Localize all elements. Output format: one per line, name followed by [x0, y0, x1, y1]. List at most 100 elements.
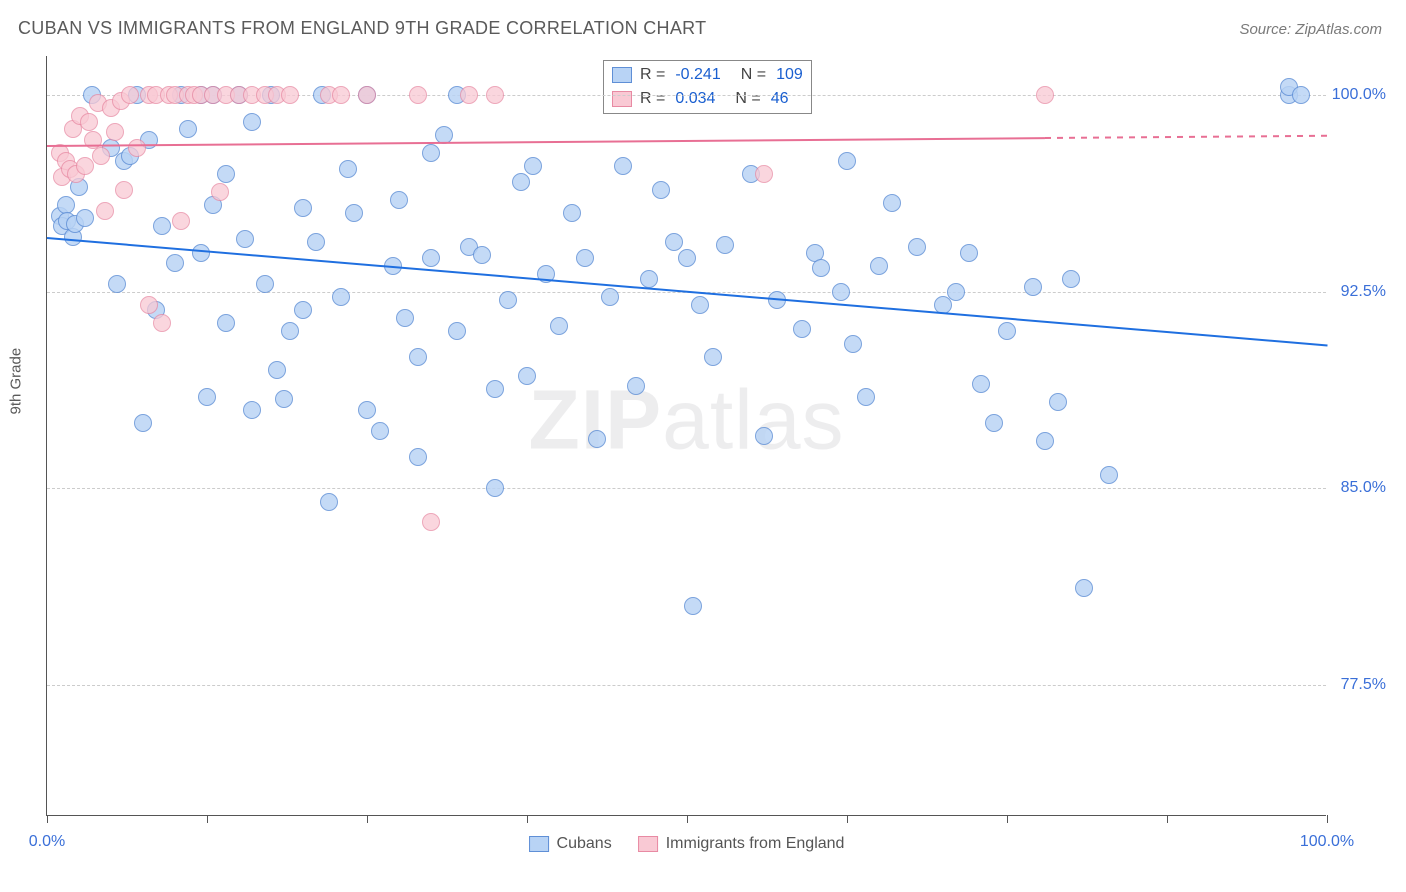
watermark-suffix: atlas — [662, 373, 844, 467]
data-point — [371, 422, 389, 440]
n-label: N = — [735, 87, 760, 111]
data-point — [236, 230, 254, 248]
data-point — [755, 165, 773, 183]
x-tick — [687, 815, 688, 823]
data-point — [108, 275, 126, 293]
data-point — [576, 249, 594, 267]
data-point — [1049, 393, 1067, 411]
legend-label: Immigrants from England — [666, 835, 845, 853]
data-point — [518, 367, 536, 385]
data-point — [486, 380, 504, 398]
data-point — [972, 375, 990, 393]
data-point — [96, 202, 114, 220]
data-point — [76, 209, 94, 227]
data-point — [678, 249, 696, 267]
data-point — [1024, 278, 1042, 296]
chart-title: CUBAN VS IMMIGRANTS FROM ENGLAND 9TH GRA… — [18, 18, 706, 39]
data-point — [172, 212, 190, 230]
data-point — [92, 147, 110, 165]
data-point — [1036, 432, 1054, 450]
data-point — [716, 236, 734, 254]
data-point — [307, 233, 325, 251]
data-point — [563, 204, 581, 222]
data-point — [838, 152, 856, 170]
grid-line — [47, 488, 1326, 489]
n-value: 109 — [776, 63, 803, 87]
legend-swatch — [612, 91, 632, 107]
legend-swatch — [638, 836, 658, 852]
data-point — [793, 320, 811, 338]
data-point — [153, 217, 171, 235]
trend-line — [47, 137, 1045, 147]
data-point — [243, 113, 261, 131]
data-point — [1036, 86, 1054, 104]
data-point — [166, 254, 184, 272]
data-point — [320, 493, 338, 511]
data-point — [390, 191, 408, 209]
data-point — [339, 160, 357, 178]
data-point — [960, 244, 978, 262]
data-point — [153, 314, 171, 332]
data-point — [422, 144, 440, 162]
data-point — [844, 335, 862, 353]
x-tick — [207, 815, 208, 823]
data-point — [486, 86, 504, 104]
data-point — [268, 361, 286, 379]
data-point — [1062, 270, 1080, 288]
data-point — [883, 194, 901, 212]
legend-series: Cubans Immigrants from England — [529, 835, 845, 853]
data-point — [409, 348, 427, 366]
legend-item: Cubans — [529, 835, 612, 853]
x-tick — [1327, 815, 1328, 823]
data-point — [422, 249, 440, 267]
data-point — [275, 390, 293, 408]
data-point — [192, 244, 210, 262]
data-point — [985, 414, 1003, 432]
data-point — [217, 165, 235, 183]
data-point — [460, 86, 478, 104]
y-axis-title: 9th Grade — [8, 348, 25, 415]
data-point — [409, 86, 427, 104]
data-point — [499, 291, 517, 309]
legend-row: R = -0.241 N = 109 — [612, 63, 803, 87]
data-point — [755, 427, 773, 445]
data-point — [358, 86, 376, 104]
chart-area: 9th Grade ZIPatlas R =-0.241N =109R =0.0… — [46, 56, 1386, 816]
data-point — [473, 246, 491, 264]
data-point — [396, 309, 414, 327]
data-point — [76, 157, 94, 175]
data-point — [115, 181, 133, 199]
data-point — [640, 270, 658, 288]
data-point — [524, 157, 542, 175]
x-tick — [1167, 815, 1168, 823]
data-point — [512, 173, 530, 191]
legend-swatch — [612, 67, 632, 83]
data-point — [448, 322, 466, 340]
r-label: R = — [640, 87, 665, 111]
data-point — [704, 348, 722, 366]
data-point — [998, 322, 1016, 340]
y-tick-label: 77.5% — [1330, 676, 1386, 694]
r-value: 0.034 — [675, 87, 715, 111]
data-point — [908, 238, 926, 256]
data-point — [652, 181, 670, 199]
x-tick-label: 0.0% — [29, 833, 65, 851]
data-point — [1100, 466, 1118, 484]
data-point — [588, 430, 606, 448]
r-label: R = — [640, 63, 665, 87]
data-point — [812, 259, 830, 277]
legend-item: Immigrants from England — [638, 835, 845, 853]
y-tick-label: 92.5% — [1330, 283, 1386, 301]
data-point — [947, 283, 965, 301]
data-point — [80, 113, 98, 131]
y-tick-label: 85.0% — [1330, 479, 1386, 497]
plot-area: ZIPatlas R =-0.241N =109R =0.034N = 46 C… — [46, 56, 1326, 816]
data-point — [243, 401, 261, 419]
data-point — [857, 388, 875, 406]
n-value: 46 — [771, 87, 789, 111]
x-tick — [527, 815, 528, 823]
chart-header: CUBAN VS IMMIGRANTS FROM ENGLAND 9TH GRA… — [0, 0, 1406, 49]
n-label: N = — [741, 63, 766, 87]
data-point — [832, 283, 850, 301]
r-value: -0.241 — [675, 63, 720, 87]
